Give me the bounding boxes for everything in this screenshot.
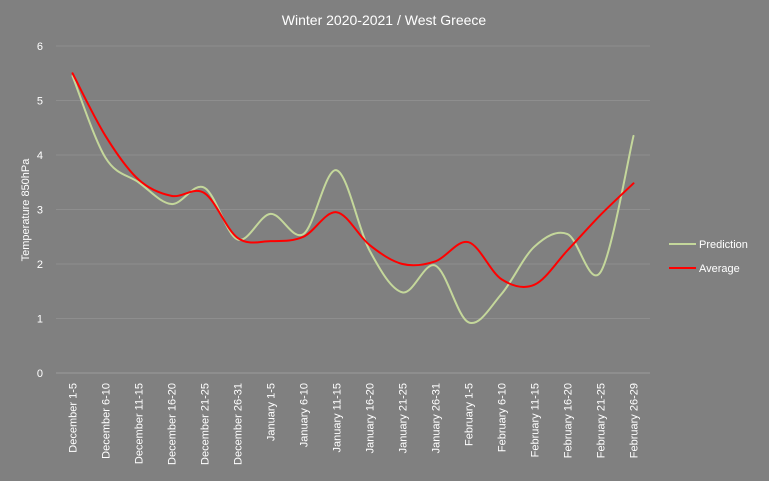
x-tick-label: December 21-25: [200, 383, 212, 465]
x-tick-label: December 26-31: [233, 383, 245, 465]
x-tick-label: January 26-31: [431, 383, 443, 453]
x-tick-label: February 21-25: [596, 383, 608, 458]
gridlines: [56, 45, 650, 374]
y-tick-label: 5: [37, 96, 43, 108]
x-tick-label: January 11-15: [332, 383, 344, 453]
x-tick-label: February 1-5: [464, 383, 476, 446]
x-tick-label: January 16-20: [365, 383, 377, 453]
x-tick-label: December 11-15: [134, 383, 146, 464]
x-tick-label: December 16-20: [167, 383, 179, 465]
y-tick-label: 6: [37, 41, 43, 53]
legend: Prediction Average: [669, 239, 748, 275]
x-tick-label: December 1-5: [68, 383, 80, 453]
y-tick-label: 0: [37, 368, 43, 380]
x-tick-label: February 16-20: [563, 383, 575, 458]
y-tick-label: 2: [37, 259, 43, 271]
x-tick-label: January 6-10: [299, 383, 311, 447]
x-tick-label: February 26-29: [629, 383, 641, 458]
y-tick-label: 3: [37, 205, 43, 217]
series-line-prediction: [71, 74, 635, 324]
chart-title: Winter 2020-2021 / West Greece: [282, 12, 487, 28]
y-tick-label: 1: [37, 314, 43, 326]
x-axis-ticks: December 1-5 December 6-10 December 11-15 D…: [68, 383, 641, 465]
series-lines: [71, 72, 635, 324]
x-tick-label: December 6-10: [101, 383, 113, 459]
x-tick-label: February 11-15: [530, 383, 542, 457]
x-tick-label: January 1-5: [266, 383, 278, 441]
y-tick-label: 4: [37, 150, 43, 162]
legend-label: Average: [699, 263, 740, 275]
x-tick-label: January 21-25: [398, 383, 410, 453]
y-axis-title: Temperature 850hPa: [20, 158, 32, 262]
series-line-average: [71, 72, 635, 288]
x-tick-label: February 6-10: [497, 383, 509, 452]
y-axis-ticks: 0 1 2 3 4 5 6: [37, 41, 43, 380]
legend-label: Prediction: [699, 239, 748, 251]
